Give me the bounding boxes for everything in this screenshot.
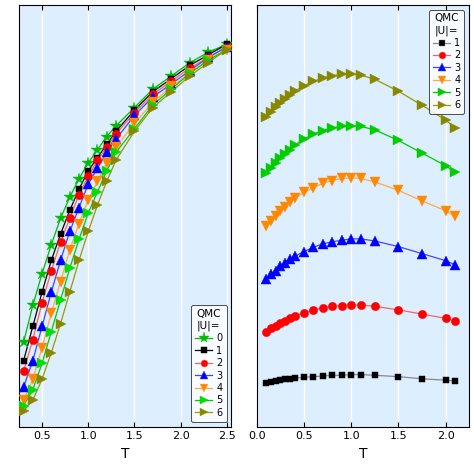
X-axis label: T: T xyxy=(121,447,129,461)
Legend: 0, 1, 2, 3, 4, 5, 6: 0, 1, 2, 3, 4, 5, 6 xyxy=(191,305,227,422)
X-axis label: T: T xyxy=(359,447,367,461)
Legend: 1, 2, 3, 4, 5, 6: 1, 2, 3, 4, 5, 6 xyxy=(429,9,465,114)
